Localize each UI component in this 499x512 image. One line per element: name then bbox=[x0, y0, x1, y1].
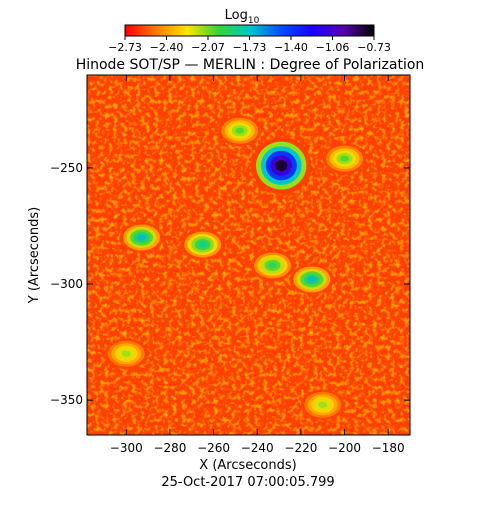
sunspot-feature bbox=[251, 137, 312, 195]
plage-feature bbox=[104, 338, 149, 370]
x-tick-label: −240 bbox=[241, 441, 274, 455]
feature-contour bbox=[340, 155, 349, 162]
x-tick-label: −220 bbox=[284, 441, 317, 455]
feature-contour bbox=[318, 401, 328, 408]
feature-contour bbox=[235, 127, 245, 134]
x-tick-label: −180 bbox=[372, 441, 405, 455]
heatmap-plot: −300 −280 −260 −240 −220 −200 −180 −250 −300 −35… bbox=[50, 74, 411, 455]
x-tick-label: −300 bbox=[110, 441, 143, 455]
y-tick-label: −300 bbox=[50, 277, 83, 291]
colorbar-tick-label: −1.06 bbox=[316, 41, 350, 54]
colorbar-tick-label: −2.40 bbox=[150, 41, 184, 54]
chart-title: Hinode SOT/SP — MERLIN : Degree of Polar… bbox=[76, 57, 425, 73]
colorbar-tick-label: −1.40 bbox=[274, 41, 308, 54]
x-axis-ticks: −300 −280 −260 −240 −220 −200 −180 bbox=[110, 75, 405, 455]
feature-contour bbox=[198, 241, 208, 248]
x-axis-label: X (Arcseconds) bbox=[199, 458, 296, 473]
plage-feature bbox=[217, 115, 262, 147]
feature-contour bbox=[121, 350, 131, 357]
y-tick-label: −250 bbox=[50, 161, 83, 175]
plot-frame bbox=[86, 74, 411, 436]
plage-feature bbox=[250, 250, 295, 281]
colorbar-tick-label: −1.73 bbox=[233, 41, 267, 54]
colorbar-ticks: −2.73 −2.40 −2.07 −1.73 −1.40 −1.06 −0.73 bbox=[108, 36, 391, 54]
feature-contour bbox=[307, 276, 317, 283]
plage-feature bbox=[322, 143, 367, 175]
x-tick-label: −200 bbox=[328, 441, 361, 455]
colorbar-tick-label: −2.07 bbox=[191, 41, 225, 54]
feature-contour bbox=[268, 262, 277, 269]
x-tick-label: −280 bbox=[153, 441, 186, 455]
colorbar: Log10 −2.73 −2.40 −2.07 −1.73 −1.40 −1.06 −0.7… bbox=[108, 8, 391, 54]
plage-feature bbox=[119, 222, 164, 253]
colorbar-label: Log10 bbox=[225, 8, 260, 26]
colorbar-tick-label: −2.73 bbox=[108, 41, 142, 54]
feature-contour bbox=[137, 234, 146, 241]
plage-feature bbox=[289, 263, 334, 295]
heatmap-image bbox=[87, 75, 410, 435]
observation-date: 25-Oct-2017 07:00:05.799 bbox=[161, 475, 334, 490]
colorbar-gradient bbox=[124, 24, 375, 37]
colorbar-tick-label: −0.73 bbox=[357, 41, 391, 54]
y-axis-ticks: −250 −300 −350 bbox=[50, 161, 410, 407]
plage-feature bbox=[300, 389, 345, 421]
plage-feature bbox=[180, 229, 225, 260]
y-axis-label: Y (Arcseconds) bbox=[27, 207, 42, 304]
feature-contour bbox=[275, 159, 288, 172]
y-tick-label: −350 bbox=[50, 393, 83, 407]
x-tick-label: −260 bbox=[197, 441, 230, 455]
